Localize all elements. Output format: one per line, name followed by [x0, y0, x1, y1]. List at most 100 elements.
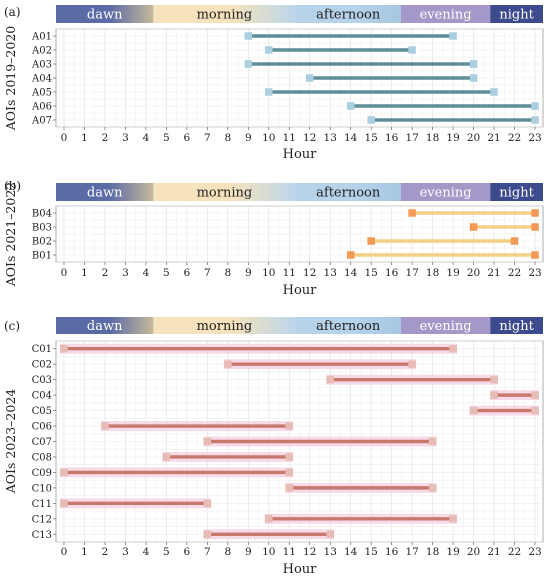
range-start-marker — [60, 344, 68, 353]
time-band-evening — [400, 5, 491, 23]
y-tick-label: A06 — [31, 102, 52, 113]
range-start-marker — [490, 391, 498, 399]
range-start-marker — [203, 437, 212, 446]
range-start-marker — [346, 251, 355, 259]
range-end-marker — [449, 515, 457, 523]
x-tick-label: 15 — [364, 132, 377, 144]
x-tick-label: 20 — [467, 267, 480, 279]
range-end-marker — [510, 237, 519, 245]
y-tick-label: C03 — [32, 375, 52, 386]
x-tick-label: 8 — [224, 546, 231, 558]
x-tick-label: 7 — [204, 267, 211, 279]
x-tick-label: 2 — [102, 546, 109, 558]
range-start-marker — [469, 406, 478, 415]
x-tick-label: 17 — [405, 132, 418, 144]
x-tick-label: 18 — [426, 267, 439, 279]
y-tick-label: C02 — [32, 360, 52, 371]
x-tick-label: 16 — [385, 267, 399, 279]
x-tick-label: 11 — [283, 267, 296, 279]
y-tick-label: A01 — [31, 32, 52, 43]
x-axis-title: Hour — [283, 147, 318, 162]
y-tick-label: C12 — [32, 514, 52, 525]
range-end-marker — [531, 406, 539, 415]
panel-label: (c) — [4, 319, 20, 333]
x-tick-label: 21 — [487, 132, 500, 144]
range-start-marker — [408, 209, 416, 217]
x-tick-label: 18 — [426, 546, 439, 558]
time-band-dawn — [56, 317, 154, 334]
range-start-marker — [285, 484, 294, 492]
range-end-marker — [490, 88, 498, 96]
x-axis-title: Hour — [283, 562, 318, 577]
x-tick-label: 21 — [487, 546, 500, 558]
x-tick-label: 11 — [283, 546, 296, 558]
range-end-marker — [449, 344, 457, 353]
time-band-label: night — [499, 8, 534, 23]
range-end-marker — [449, 32, 457, 40]
range-end-marker — [531, 223, 539, 231]
x-tick-label: 12 — [303, 267, 316, 279]
x-tick-label: 9 — [245, 546, 252, 558]
y-tick-label: C10 — [32, 483, 52, 494]
y-axis-title: AOIs 2021–2022 — [3, 182, 18, 287]
time-band-label: evening — [420, 319, 472, 334]
time-band-dawn — [56, 183, 154, 201]
time-band-label: dawn — [87, 319, 123, 334]
x-tick-label: 1 — [81, 267, 88, 279]
x-tick-label: 16 — [385, 546, 399, 558]
y-tick-label: A03 — [31, 60, 52, 71]
range-end-marker — [531, 209, 539, 217]
y-tick-label: C13 — [32, 530, 52, 541]
time-band-label: afternoon — [316, 8, 381, 23]
x-tick-label: 22 — [508, 546, 521, 558]
range-end-marker — [469, 74, 478, 82]
y-tick-label: B03 — [32, 223, 52, 234]
time-band-label: morning — [197, 8, 253, 23]
time-band-morning — [153, 183, 296, 201]
x-tick-label: 14 — [344, 546, 358, 558]
time-band-morning — [153, 317, 296, 334]
y-tick-label: A07 — [31, 116, 52, 127]
y-tick-label: C09 — [32, 468, 52, 479]
x-tick-label: 5 — [163, 546, 170, 558]
panel-label: (a) — [4, 5, 21, 19]
x-tick-label: 0 — [61, 546, 68, 558]
x-tick-label: 22 — [508, 267, 521, 279]
x-tick-label: 15 — [364, 546, 377, 558]
range-start-marker — [244, 60, 253, 68]
x-tick-label: 2 — [102, 267, 109, 279]
x-tick-label: 10 — [262, 267, 275, 279]
x-tick-label: 14 — [344, 132, 358, 144]
range-start-marker — [367, 237, 375, 245]
x-tick-label: 10 — [262, 546, 275, 558]
x-tick-label: 19 — [446, 546, 459, 558]
x-tick-label: 20 — [467, 132, 480, 144]
time-band-afternoon — [295, 183, 401, 201]
range-start-marker — [244, 32, 253, 40]
time-band-evening — [400, 317, 491, 334]
x-tick-label: 2 — [102, 132, 109, 144]
x-tick-label: 1 — [81, 546, 88, 558]
x-tick-label: 17 — [405, 267, 418, 279]
x-tick-label: 14 — [344, 267, 358, 279]
y-axis-title: AOIs 2019–2020 — [3, 26, 18, 132]
time-band-night — [490, 5, 543, 23]
x-tick-label: 8 — [224, 132, 231, 144]
y-tick-label: C08 — [32, 452, 52, 463]
time-band-label: evening — [420, 8, 472, 23]
time-band-afternoon — [295, 5, 401, 23]
x-tick-label: 12 — [303, 546, 316, 558]
range-end-marker — [469, 60, 478, 68]
time-band-label: afternoon — [316, 186, 381, 201]
x-tick-label: 4 — [143, 546, 150, 558]
x-tick-label: 3 — [122, 546, 129, 558]
x-tick-label: 0 — [61, 267, 68, 279]
x-tick-label: 10 — [262, 132, 275, 144]
time-band-label: dawn — [87, 186, 123, 201]
time-band-night — [490, 183, 543, 201]
x-tick-label: 3 — [122, 267, 129, 279]
range-start-marker — [60, 499, 68, 508]
x-tick-label: 6 — [184, 267, 191, 279]
y-tick-label: C07 — [32, 437, 52, 448]
